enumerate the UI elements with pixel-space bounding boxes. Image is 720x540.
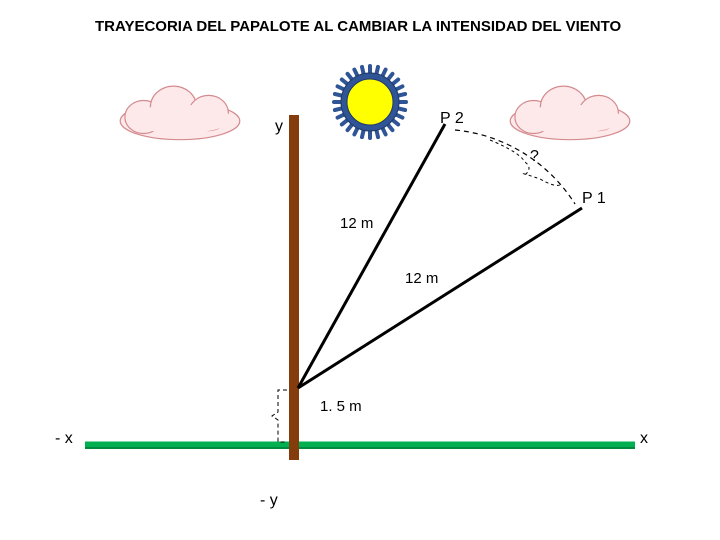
cloud	[510, 86, 630, 140]
cloud	[120, 86, 240, 140]
height-bracket	[272, 390, 287, 442]
diagram-title: TRAYECORIA DEL PAPALOTE AL CAMBIAR LA IN…	[95, 18, 621, 35]
point-label-p1: P 1	[582, 190, 606, 208]
sun-icon	[334, 66, 406, 138]
point-label-p2: P 2	[440, 110, 464, 128]
axis-label-neg-x: - x	[55, 430, 73, 448]
kite-line-p2	[298, 124, 445, 388]
axis-label-neg-y: - y	[260, 492, 278, 510]
line-length-12m-b: 12 m	[405, 270, 438, 287]
arc-bracket	[490, 140, 560, 185]
axis-label-y: y	[275, 118, 283, 136]
line-length-12m-a: 12 m	[340, 215, 373, 232]
height-label: 1. 5 m	[320, 398, 362, 415]
arc-length-question: ?	[530, 148, 539, 166]
kite-line-p1	[298, 208, 582, 388]
trajectory-arc	[455, 130, 575, 204]
axis-label-x: x	[640, 430, 648, 448]
